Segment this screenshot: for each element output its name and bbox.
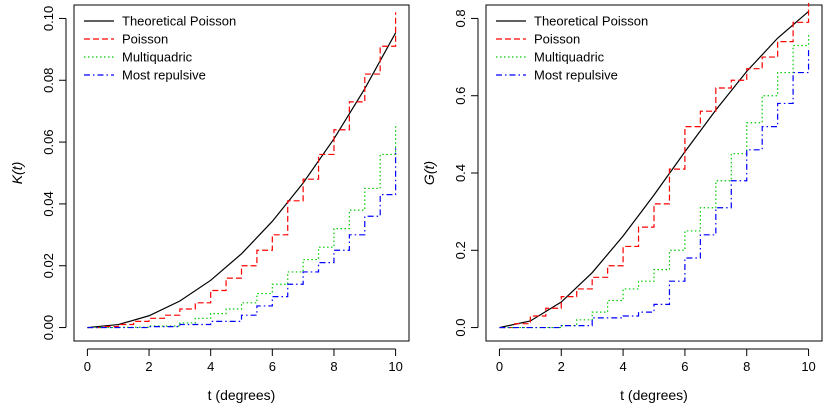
series-line-most-repulsive bbox=[499, 49, 810, 329]
x-tick-label: 0 bbox=[84, 359, 91, 374]
y-tick-label: 0.08 bbox=[41, 68, 56, 93]
legend-label: Most repulsive bbox=[122, 68, 206, 83]
y-tick-label: 0.8 bbox=[453, 9, 468, 27]
y-tick-label: 0.02 bbox=[41, 253, 56, 278]
x-tick-label: 8 bbox=[330, 359, 337, 374]
legend-label: Theoretical Poisson bbox=[122, 14, 236, 29]
y-tick-label: 0.0 bbox=[453, 319, 468, 337]
y-tick-label: 0.2 bbox=[453, 241, 468, 259]
y-tick-label: 0.06 bbox=[41, 129, 56, 154]
x-axis-title: t (degrees) bbox=[620, 387, 688, 403]
x-tick-label: 10 bbox=[388, 359, 402, 374]
plot-frame bbox=[485, 4, 823, 342]
legend-label: Most repulsive bbox=[534, 68, 618, 83]
x-tick-label: 4 bbox=[619, 359, 626, 374]
legend-label: Theoretical Poisson bbox=[534, 14, 648, 29]
series-line-most-repulsive bbox=[87, 148, 397, 329]
x-tick-label: 10 bbox=[801, 359, 815, 374]
chart-panel-1: 0 2 4 6 8 10 0.00 0.02 0.04 0.06 0.08 0.10 t (degree… bbox=[9, 4, 410, 403]
series-line-poisson bbox=[87, 12, 397, 329]
legend-label: Multiquadric bbox=[534, 50, 605, 65]
plot-frame bbox=[73, 4, 410, 342]
x-tick-label: 0 bbox=[496, 359, 503, 374]
y-tick-label: 0.6 bbox=[453, 87, 468, 105]
x-axis-title: t (degrees) bbox=[208, 387, 276, 403]
chart-panel-2: 0 2 4 6 8 10 0.0 0.2 0.4 0.6 0.8 t (degrees) G(t) The… bbox=[421, 2, 823, 403]
y-axis-title: K(t) bbox=[9, 162, 25, 185]
series-line-poisson bbox=[499, 2, 810, 329]
y-tick-label: 0.10 bbox=[41, 6, 56, 31]
y-axis-title: G(t) bbox=[421, 161, 437, 185]
x-tick-label: 2 bbox=[558, 359, 565, 374]
x-tick-label: 6 bbox=[681, 359, 688, 374]
series-line-multiquadric bbox=[87, 123, 397, 329]
series-line-theoretical-poisson bbox=[499, 11, 809, 329]
series-line-theoretical-poisson bbox=[87, 32, 397, 329]
legend-label: Poisson bbox=[534, 32, 580, 47]
x-tick-label: 4 bbox=[207, 359, 214, 374]
legend-label: Multiquadric bbox=[122, 50, 193, 65]
legend-label: Poisson bbox=[122, 32, 168, 47]
y-tick-label: 0.4 bbox=[453, 164, 468, 182]
y-tick-label: 0.04 bbox=[41, 191, 56, 216]
x-tick-label: 6 bbox=[269, 359, 276, 374]
x-tick-label: 8 bbox=[743, 359, 750, 374]
x-tick-label: 2 bbox=[145, 359, 152, 374]
y-tick-label: 0.00 bbox=[41, 315, 56, 340]
